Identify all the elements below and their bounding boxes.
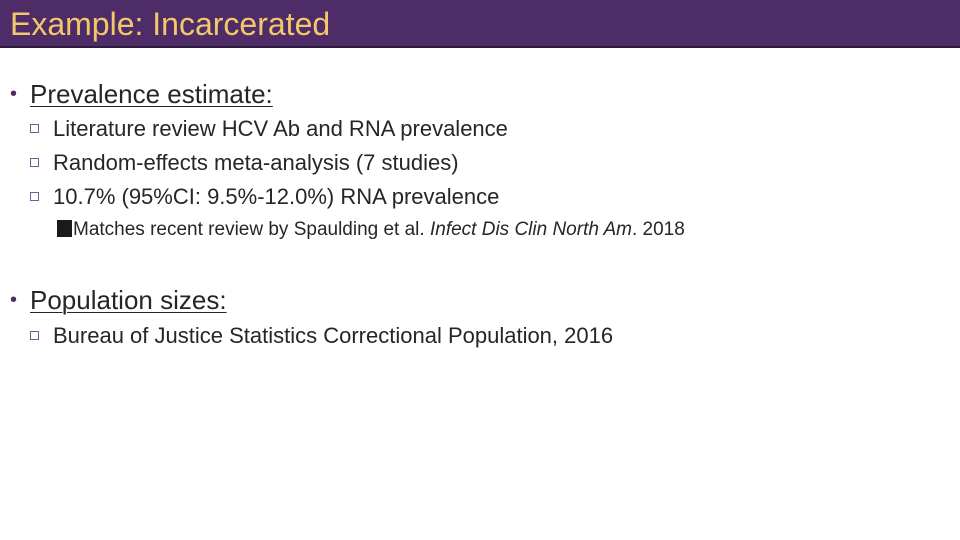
square-bullet-icon — [30, 191, 39, 201]
slide-title: Example: Incarcerated — [10, 6, 331, 42]
section-heading-text: Prevalence estimate: — [30, 79, 273, 109]
list-item: 10.7% (95%CI: 9.5%-12.0%) RNA prevalence — [30, 183, 499, 211]
missing-glyph-icon — [57, 220, 72, 237]
title-bar: Example: Incarcerated — [0, 0, 960, 48]
list-item: Random-effects meta-analysis (7 studies) — [30, 149, 459, 177]
section-heading-text: Population sizes: — [30, 285, 227, 315]
list-item: Literature review HCV Ab and RNA prevale… — [30, 115, 508, 143]
square-bullet-icon — [30, 330, 39, 340]
list-item-text: Bureau of Justice Statistics Correctiona… — [53, 323, 614, 348]
sub-note-prefix: Matches recent review by Spaulding et al… — [73, 219, 430, 240]
list-item-text: 10.7% (95%CI: 9.5%-12.0%) RNA prevalence — [53, 184, 500, 209]
section-heading-population: • Population sizes: — [10, 284, 227, 316]
list-item-text: Random-effects meta-analysis (7 studies) — [53, 150, 459, 175]
list-item: Bureau of Justice Statistics Correctiona… — [30, 322, 613, 350]
list-item-text: Literature review HCV Ab and RNA prevale… — [53, 116, 508, 141]
sub-note: Matches recent review by Spaulding et al… — [57, 218, 685, 242]
square-bullet-icon — [30, 157, 39, 167]
square-bullet-icon — [30, 123, 39, 133]
section-heading-prevalence: • Prevalence estimate: — [10, 78, 273, 110]
sub-note-suffix: . 2018 — [631, 219, 685, 240]
sub-note-journal: Infect Dis Clin North Am — [429, 219, 632, 240]
bullet-dot-icon: • — [10, 83, 18, 105]
bullet-dot-icon: • — [10, 289, 18, 311]
